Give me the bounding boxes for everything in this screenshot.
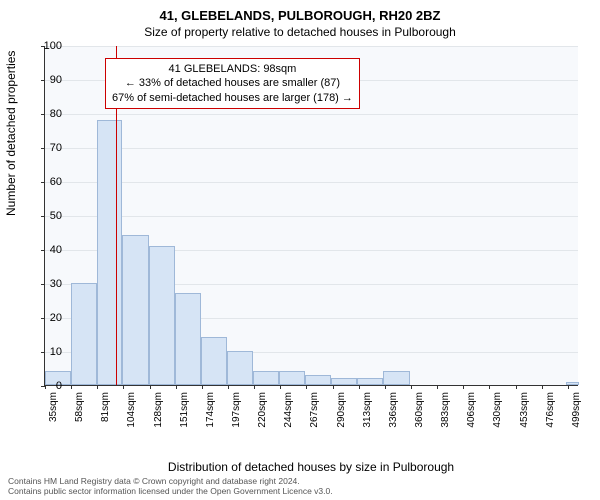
x-tick-label: 267sqm: [309, 392, 320, 428]
y-tick-label: 70: [22, 142, 62, 154]
x-tick-label: 499sqm: [571, 392, 582, 428]
histogram-bar: [331, 378, 357, 385]
x-tick-mark: [176, 385, 177, 389]
y-tick-label: 0: [22, 380, 62, 392]
histogram-bar: [227, 351, 253, 385]
x-tick-mark: [150, 385, 151, 389]
y-tick-label: 60: [22, 176, 62, 188]
x-tick-label: 35sqm: [48, 392, 59, 422]
x-tick-label: 453sqm: [519, 392, 530, 428]
x-tick-mark: [385, 385, 386, 389]
x-tick-label: 151sqm: [179, 392, 190, 428]
y-tick-label: 30: [22, 278, 62, 290]
histogram-bar: [253, 371, 280, 385]
x-tick-mark: [568, 385, 569, 389]
x-tick-mark: [97, 385, 98, 389]
y-tick-label: 50: [22, 210, 62, 222]
gridline: [45, 46, 578, 47]
x-tick-label: 406sqm: [466, 392, 477, 428]
x-tick-label: 58sqm: [74, 392, 85, 422]
histogram-bar: [279, 371, 305, 385]
plot-region: 41 GLEBELANDS: 98sqm← 33% of detached ho…: [44, 46, 578, 386]
histogram-bar: [71, 283, 97, 385]
x-tick-label: 383sqm: [440, 392, 451, 428]
histogram-bar: [383, 371, 410, 385]
gridline: [45, 114, 578, 115]
histogram-bar: [201, 337, 227, 385]
x-tick-label: 174sqm: [205, 392, 216, 428]
x-tick-mark: [542, 385, 543, 389]
x-tick-label: 476sqm: [545, 392, 556, 428]
callout-line: ← 33% of detached houses are smaller (87…: [112, 76, 353, 90]
histogram-bar: [122, 235, 149, 385]
y-tick-label: 80: [22, 108, 62, 120]
x-tick-mark: [516, 385, 517, 389]
gridline: [45, 216, 578, 217]
x-tick-label: 244sqm: [283, 392, 294, 428]
gridline: [45, 182, 578, 183]
y-tick-label: 90: [22, 74, 62, 86]
histogram-bar: [357, 378, 383, 385]
y-tick-label: 20: [22, 312, 62, 324]
histogram-bar: [305, 375, 331, 385]
y-tick-label: 100: [22, 40, 62, 52]
callout-box: 41 GLEBELANDS: 98sqm← 33% of detached ho…: [105, 58, 360, 109]
x-tick-mark: [359, 385, 360, 389]
x-tick-label: 313sqm: [362, 392, 373, 428]
subtitle: Size of property relative to detached ho…: [0, 23, 600, 39]
y-axis-label: Number of detached properties: [4, 51, 18, 216]
histogram-bar: [97, 120, 123, 385]
y-tick-label: 40: [22, 244, 62, 256]
y-tick-label: 10: [22, 346, 62, 358]
gridline: [45, 148, 578, 149]
x-tick-mark: [71, 385, 72, 389]
x-tick-label: 197sqm: [231, 392, 242, 428]
x-tick-label: 104sqm: [126, 392, 137, 428]
x-tick-label: 128sqm: [153, 392, 164, 428]
x-tick-mark: [333, 385, 334, 389]
x-tick-mark: [254, 385, 255, 389]
x-tick-label: 81sqm: [100, 392, 111, 422]
x-axis-label: Distribution of detached houses by size …: [44, 460, 578, 474]
histogram-bar: [149, 246, 175, 385]
x-tick-label: 336sqm: [388, 392, 399, 428]
chart-area: 41 GLEBELANDS: 98sqm← 33% of detached ho…: [44, 46, 578, 422]
x-tick-mark: [280, 385, 281, 389]
footer-line: Contains HM Land Registry data © Crown c…: [8, 476, 333, 486]
x-tick-mark: [123, 385, 124, 389]
x-tick-mark: [306, 385, 307, 389]
x-tick-mark: [463, 385, 464, 389]
x-tick-label: 290sqm: [336, 392, 347, 428]
callout-line: 67% of semi-detached houses are larger (…: [112, 91, 353, 105]
x-tick-mark: [411, 385, 412, 389]
footer-attribution: Contains HM Land Registry data © Crown c…: [8, 476, 333, 496]
x-tick-mark: [202, 385, 203, 389]
callout-line: 41 GLEBELANDS: 98sqm: [112, 62, 353, 76]
histogram-bar: [175, 293, 201, 385]
x-tick-mark: [489, 385, 490, 389]
x-tick-label: 220sqm: [257, 392, 268, 428]
footer-line: Contains public sector information licen…: [8, 486, 333, 496]
x-tick-label: 360sqm: [414, 392, 425, 428]
x-tick-label: 430sqm: [492, 392, 503, 428]
x-tick-mark: [228, 385, 229, 389]
x-tick-mark: [437, 385, 438, 389]
page-title: 41, GLEBELANDS, PULBOROUGH, RH20 2BZ: [0, 0, 600, 23]
